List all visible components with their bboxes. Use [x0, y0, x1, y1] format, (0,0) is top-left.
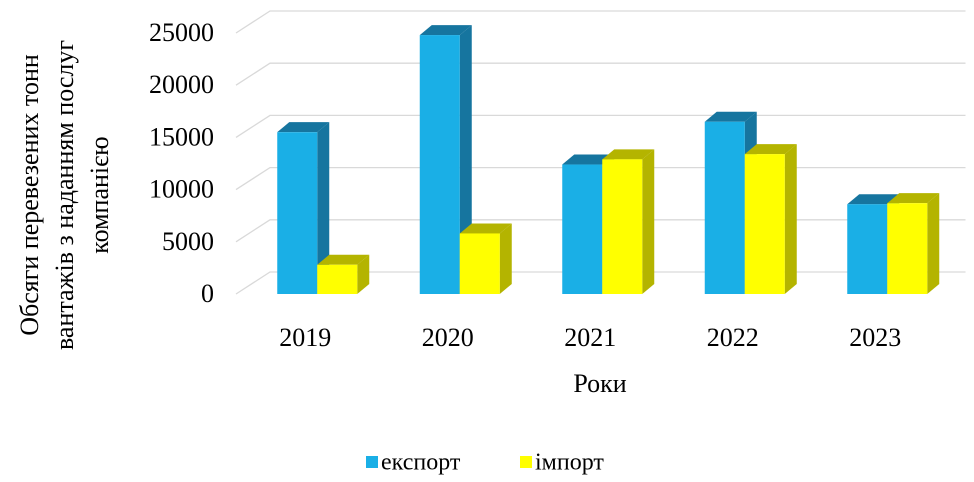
bar-top [602, 149, 655, 160]
bar-top [562, 154, 615, 165]
x-tick-label: 2021 [564, 323, 616, 352]
y-tick-label: 25000 [149, 18, 214, 47]
bar-top [317, 254, 370, 265]
bar [419, 25, 472, 294]
bar [602, 149, 655, 294]
bar-front [277, 132, 318, 294]
y-tick-label: 10000 [149, 175, 214, 204]
y-tick-label: 15000 [149, 122, 214, 151]
x-axis-label: Роки [573, 369, 626, 398]
bar-front [704, 121, 745, 295]
bar-top [459, 223, 512, 234]
bar-side [642, 149, 655, 294]
bar-side [317, 122, 330, 295]
legend-swatch [366, 456, 378, 468]
grid-line [235, 114, 966, 138]
bar [744, 144, 797, 294]
bar-front [887, 203, 928, 294]
y-axis-label: Обсяги перевезених тонн [15, 54, 44, 336]
bar [887, 193, 940, 294]
grid-line [235, 10, 966, 34]
bar-top [419, 25, 472, 36]
bar-side [927, 193, 940, 294]
bar-front [317, 264, 358, 294]
bar-top [847, 194, 900, 205]
bar-side [499, 223, 512, 294]
x-tick-label: 2023 [849, 323, 901, 352]
y-axis-label: вантажів з наданням послуг [50, 40, 79, 350]
bar-top [744, 144, 797, 155]
bar [277, 122, 330, 295]
bar-side [357, 254, 370, 294]
y-tick-label: 0 [201, 279, 214, 308]
bar [317, 254, 370, 294]
grid-line [235, 62, 966, 86]
legend-label: імпорт [535, 450, 604, 476]
legend-label: експорт [381, 450, 461, 476]
bar-front [459, 233, 500, 294]
bar-front [847, 204, 888, 294]
bar [459, 223, 512, 294]
bar-top [277, 122, 330, 133]
bar-top [704, 111, 757, 122]
x-tick-label: 2020 [422, 323, 474, 352]
y-tick-label: 5000 [162, 227, 214, 256]
legend-swatch [520, 456, 532, 468]
bar-side [784, 144, 797, 294]
bar-front [744, 154, 785, 294]
bar-front [562, 164, 603, 294]
bar-front [419, 35, 460, 294]
bar-top [887, 193, 940, 204]
x-tick-label: 2019 [279, 323, 331, 352]
x-tick-label: 2022 [707, 323, 759, 352]
y-tick-label: 20000 [149, 70, 214, 99]
bar-front [602, 159, 643, 294]
y-axis-label: компанією [85, 136, 114, 253]
